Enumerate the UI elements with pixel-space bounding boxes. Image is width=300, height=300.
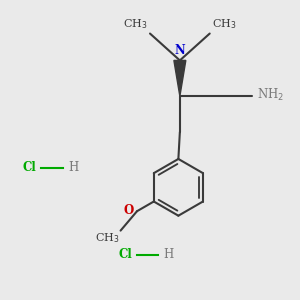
Text: H: H: [164, 248, 174, 261]
Polygon shape: [174, 60, 186, 96]
Text: Cl: Cl: [23, 161, 37, 174]
Text: N: N: [175, 44, 185, 57]
Text: O: O: [123, 203, 134, 217]
Text: CH$_3$: CH$_3$: [123, 17, 148, 31]
Text: H: H: [68, 161, 78, 174]
Text: CH$_3$: CH$_3$: [94, 231, 119, 245]
Text: Cl: Cl: [118, 248, 132, 261]
Text: CH$_3$: CH$_3$: [212, 17, 237, 31]
Text: NH$_2$: NH$_2$: [257, 87, 284, 103]
